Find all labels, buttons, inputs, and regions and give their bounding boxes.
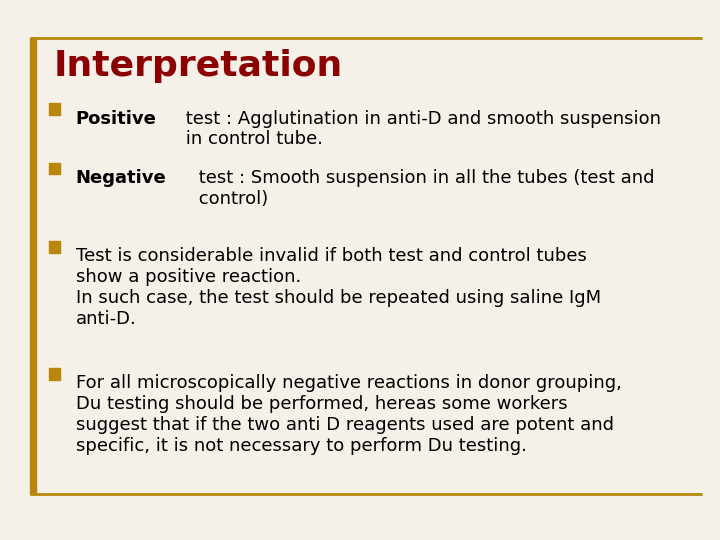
Text: Interpretation: Interpretation [54, 49, 343, 83]
Text: Negative: Negative [76, 169, 166, 187]
Text: test : Agglutination in anti-D and smooth suspension
 in control tube.: test : Agglutination in anti-D and smoot… [180, 110, 661, 148]
Text: test : Smooth suspension in all the tubes (test and
 control): test : Smooth suspension in all the tube… [193, 169, 654, 208]
Bar [49, 241, 60, 253]
Text: Positive: Positive [76, 110, 156, 127]
Text: Test is considerable invalid if both test and control tubes
show a positive reac: Test is considerable invalid if both tes… [76, 247, 600, 328]
Bar [49, 104, 60, 115]
Bar [49, 368, 60, 380]
Bar [49, 163, 60, 174]
Bar [30, 38, 36, 494]
Text: For all microscopically negative reactions in donor grouping,
Du testing should : For all microscopically negative reactio… [76, 374, 621, 455]
